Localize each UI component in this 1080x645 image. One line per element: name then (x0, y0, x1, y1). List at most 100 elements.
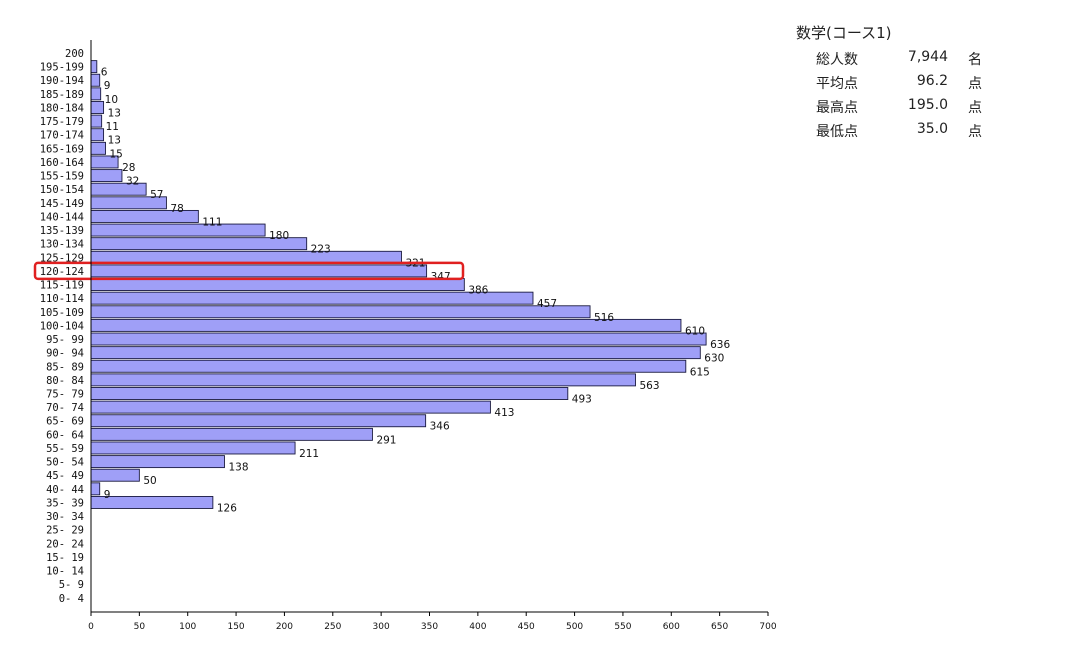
x-tick-label: 600 (663, 622, 680, 632)
bar (90, 60, 98, 74)
value-label: 32 (126, 176, 139, 188)
category-label: 140-144 (40, 211, 84, 223)
value-label: 50 (143, 475, 156, 487)
bar (90, 114, 103, 128)
category-label: 185-189 (40, 89, 84, 101)
category-label: 30- 34 (46, 511, 84, 523)
bar (90, 87, 102, 101)
histogram-chart: 200 195-199 6 190-194 9 185-189 10 180-184 13 175… (33, 40, 777, 632)
bar (90, 387, 569, 400)
x-tick-label: 200 (276, 622, 293, 632)
category-label: 75- 79 (46, 389, 84, 401)
bar (90, 305, 591, 319)
value-label: 636 (710, 339, 730, 351)
category-label: 35- 39 (46, 497, 84, 509)
bar (90, 128, 105, 142)
stat-value: 35.0 (916, 121, 948, 137)
category-label: 195-199 (40, 62, 84, 74)
category-label: 100-104 (40, 320, 84, 332)
bar (90, 468, 140, 482)
value-label: 10 (105, 94, 118, 106)
bar (90, 223, 266, 237)
x-tick-label: 0 (88, 622, 94, 632)
stat-value: 195.0 (907, 97, 948, 113)
category-label: 20- 24 (46, 538, 84, 550)
stat-unit: 点 (968, 124, 982, 140)
stat-label: 最低点 (816, 124, 858, 140)
x-tick-label: 300 (373, 622, 390, 632)
value-label: 630 (704, 353, 724, 365)
stat-unit: 点 (968, 76, 982, 92)
bar (90, 455, 225, 469)
value-label: 6 (101, 67, 108, 79)
value-label: 386 (468, 285, 488, 297)
value-label: 347 (431, 271, 451, 283)
stat-unit: 名 (968, 52, 982, 68)
category-label: 190-194 (40, 75, 84, 87)
value-label: 28 (122, 162, 135, 174)
category-label: 90- 94 (46, 348, 84, 360)
bar (90, 264, 428, 278)
value-label: 111 (202, 216, 222, 228)
value-label: 126 (217, 502, 237, 514)
category-label: 5- 9 (59, 579, 84, 591)
value-label: 516 (594, 312, 614, 324)
bar (90, 441, 296, 455)
category-label: 135-139 (40, 225, 84, 237)
x-tick-label: 450 (518, 622, 535, 632)
stats-panel: 数学(コース1) 総人数 7,944 名 平均点 96.2 点 最高点 195.… (796, 22, 996, 145)
stat-label: 最高点 (816, 100, 858, 116)
value-label: 11 (106, 121, 119, 133)
category-label: 165-169 (40, 143, 84, 155)
bar (90, 482, 101, 496)
category-label: 70- 74 (46, 402, 84, 414)
value-label: 13 (108, 135, 121, 147)
value-label: 413 (494, 407, 514, 419)
value-label: 180 (269, 230, 289, 242)
category-label: 10- 14 (46, 566, 84, 578)
category-label: 105-109 (40, 307, 84, 319)
category-label: 0- 4 (59, 593, 84, 605)
value-label: 346 (430, 421, 450, 433)
value-label: 563 (640, 380, 660, 392)
category-label: 155-159 (40, 171, 84, 183)
stat-row-average: 平均点 96.2 点 (796, 73, 996, 97)
bars-layer (90, 60, 707, 509)
value-label: 13 (108, 107, 121, 119)
value-label: 291 (376, 434, 396, 446)
category-label: 65- 69 (46, 416, 84, 428)
category-label: 45- 49 (46, 470, 84, 482)
category-label: 170-174 (40, 130, 84, 142)
axis-layer: 0 50 100 150 200 250 300 350 400 450 500 550 600 650 7… (33, 40, 777, 632)
category-label: 80- 84 (46, 375, 84, 387)
bar (90, 359, 687, 373)
bar (90, 427, 373, 441)
bar (90, 332, 707, 346)
category-label: 55- 59 (46, 443, 84, 455)
x-tick-label: 100 (179, 622, 196, 632)
stat-row-total: 総人数 7,944 名 (796, 49, 996, 73)
bar (90, 169, 123, 183)
stat-row-min: 最低点 35.0 点 (796, 121, 996, 145)
bar (90, 414, 427, 428)
stats-title: 数学(コース1) (796, 24, 892, 42)
category-label: 50- 54 (46, 457, 84, 469)
value-label: 493 (572, 394, 592, 406)
value-label: 457 (537, 298, 557, 310)
x-tick-label: 500 (566, 622, 583, 632)
value-label: 138 (228, 462, 248, 474)
category-label: 175-179 (40, 116, 84, 128)
stat-unit: 点 (968, 100, 982, 116)
category-label: 15- 19 (46, 552, 84, 564)
value-label: 78 (170, 203, 183, 215)
value-label: 610 (685, 325, 705, 337)
value-label: 615 (690, 366, 710, 378)
stat-value: 96.2 (916, 73, 948, 89)
category-label: 145-149 (40, 198, 84, 210)
category-label: 125-129 (40, 252, 84, 264)
bar (90, 400, 491, 414)
bar (90, 373, 636, 387)
x-tick-label: 50 (134, 622, 146, 632)
x-tick-label: 650 (711, 622, 728, 632)
x-tick-label: 350 (421, 622, 438, 632)
